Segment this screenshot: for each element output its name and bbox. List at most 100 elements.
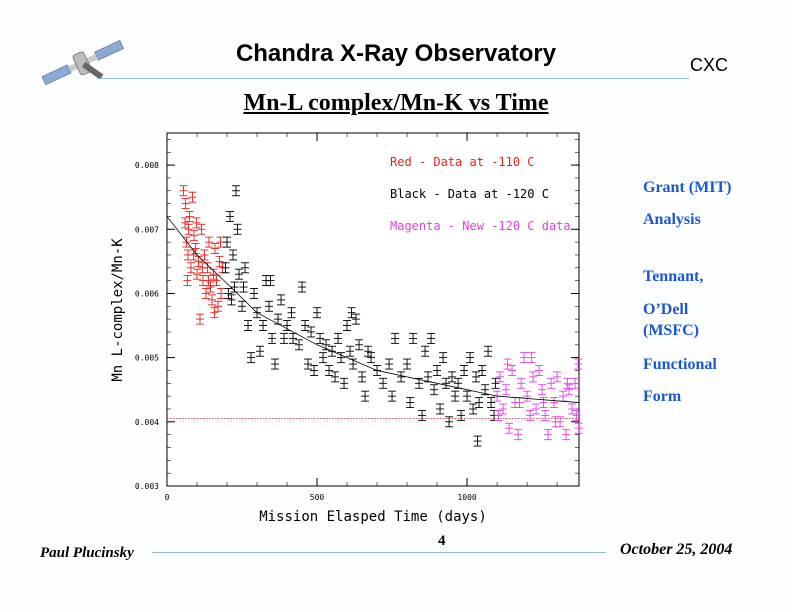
data-point-black: [239, 281, 248, 293]
data-point-black: [259, 320, 268, 331]
y-tick-label: 0.003: [135, 482, 159, 491]
data-point-black: [433, 365, 442, 376]
y-tick-label: 0.007: [135, 225, 159, 234]
slide-header-title: Chandra X-Ray Observatory: [235, 40, 557, 67]
axis-ticks: 0.003 0.004 0.005 0.006 0.007 0.008 0 500 1000: [135, 133, 579, 502]
note-analysis: Analysis: [643, 211, 701, 228]
data-point-black: [340, 377, 349, 389]
legend-magenta: Magenta - New -120 C data: [390, 219, 571, 233]
data-point-magenta: [514, 429, 523, 441]
data-point-black: [268, 332, 277, 344]
data-point-black: [391, 332, 400, 344]
plot-frame: [166, 132, 580, 487]
data-point-black: [227, 294, 236, 306]
y-axis-label: Mn L-complex/Mn-K: [110, 238, 126, 382]
data-point-magenta: [517, 377, 526, 389]
data-point-red: [187, 262, 196, 274]
data-point-magenta: [532, 403, 541, 415]
data-point-black: [343, 320, 352, 331]
legend-black: Black - Data at -120 C: [390, 187, 549, 201]
data-point-black: [223, 236, 232, 248]
note-tennant: Tennant,: [643, 268, 704, 285]
data-point-black: [491, 377, 500, 389]
data-point-black: [418, 409, 427, 421]
org-label: CXC: [690, 55, 729, 75]
data-point-black: [287, 307, 296, 319]
data-point-red: [181, 217, 190, 229]
data-point-black: [247, 352, 256, 364]
data-point-red: [200, 249, 209, 261]
satellite-logo: [41, 39, 124, 86]
data-point-magenta: [541, 409, 550, 421]
data-point-black: [472, 371, 481, 383]
data-point-red: [205, 236, 214, 248]
data-point-black: [301, 320, 310, 331]
data-point-magenta: [538, 384, 547, 396]
data-point-magenta: [547, 377, 556, 389]
data-point-black: [233, 223, 242, 235]
data-point-magenta: [527, 352, 536, 364]
data-point-black: [385, 358, 394, 370]
x-axis-label: Mission Elasped Time (days): [259, 509, 487, 525]
data-point-black: [271, 358, 280, 370]
x-tick-label: 1000: [457, 493, 476, 502]
data-point-red: [217, 288, 226, 299]
data-point-magenta: [539, 397, 548, 409]
page-number: 4: [438, 533, 446, 549]
data-point-black: [265, 300, 274, 312]
data-point-red: [193, 268, 202, 280]
data-point-black: [241, 262, 250, 274]
data-point-black: [469, 403, 478, 415]
data-point-red: [208, 294, 217, 306]
note-msfc: (MSFC): [643, 322, 699, 339]
data-point-red: [188, 191, 197, 203]
data-point-magenta: [535, 365, 544, 376]
data-point-black: [334, 332, 343, 344]
data-point-red: [206, 281, 215, 293]
data-point-red: [191, 243, 200, 254]
data-point-magenta: [568, 403, 577, 415]
data-point-black: [436, 403, 445, 415]
data-point-black: [232, 185, 241, 197]
data-point-black: [484, 345, 493, 357]
footer-date: October 25, 2004: [620, 541, 733, 558]
footer-author: Paul Plucinsky: [40, 545, 134, 561]
data-point-black: [313, 307, 322, 319]
data-point-black: [221, 262, 230, 274]
note-grant: Grant (MIT): [643, 179, 732, 196]
note-form: Form: [643, 388, 682, 405]
data-point-magenta: [550, 397, 559, 409]
data-point-black: [415, 377, 424, 389]
data-point-black: [424, 371, 433, 383]
data-point-black: [379, 377, 388, 389]
note-functional: Functional: [643, 356, 717, 373]
data-point-black: [460, 365, 469, 376]
data-point-red: [179, 185, 188, 197]
data-point-black: [331, 371, 340, 383]
data-marks: [166, 185, 583, 447]
data-point-black: [457, 409, 466, 421]
data-point-magenta: [529, 371, 538, 383]
data-point-magenta: [565, 384, 574, 396]
x-tick-label: 0: [165, 493, 170, 502]
data-point-red: [196, 313, 205, 325]
data-point-red: [211, 243, 220, 254]
data-point-red: [210, 307, 219, 319]
data-point-black: [361, 390, 370, 402]
data-point-black: [451, 390, 460, 402]
data-point-black: [481, 384, 490, 396]
data-point-magenta: [563, 377, 572, 389]
x-tick-label: 500: [310, 493, 325, 502]
data-point-black: [347, 307, 356, 319]
data-point-red: [192, 217, 201, 229]
data-point-magenta: [505, 422, 514, 434]
footer-divider: [152, 552, 606, 553]
data-point-red: [182, 236, 191, 248]
data-point-black: [427, 332, 436, 344]
data-point-magenta: [494, 409, 503, 421]
data-point-black: [337, 352, 346, 364]
data-point-red: [215, 255, 224, 267]
data-point-red: [183, 275, 192, 287]
data-point-magenta: [520, 352, 529, 364]
